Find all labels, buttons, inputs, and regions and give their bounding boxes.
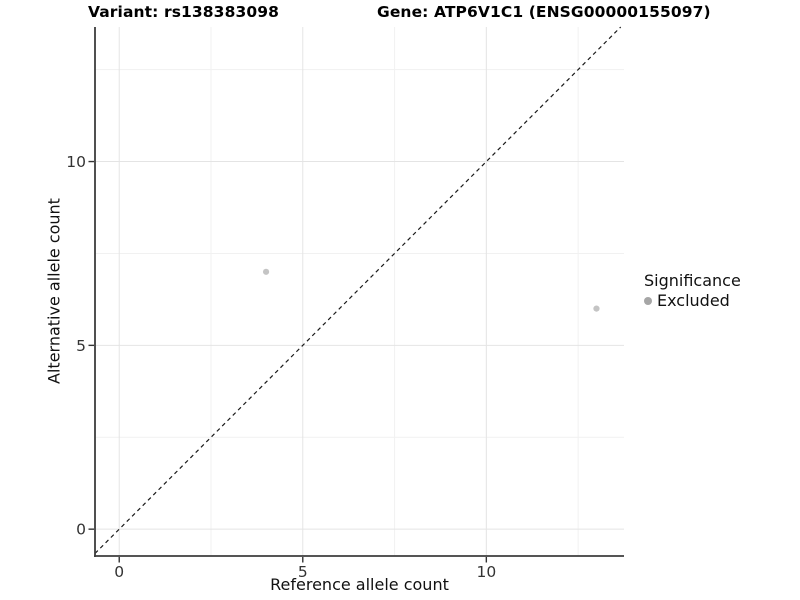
legend-item-excluded: Excluded	[644, 291, 741, 310]
x-tick-label: 10	[476, 563, 496, 581]
legend-item-label: Excluded	[657, 291, 730, 310]
y-tick-label: 0	[76, 521, 86, 539]
legend-key-dot	[644, 296, 652, 305]
legend: Significance Excluded	[644, 271, 741, 310]
data-point	[262, 268, 270, 275]
y-tick-label: 5	[76, 337, 86, 355]
legend-title: Significance	[644, 271, 741, 290]
x-tick-label: 5	[298, 563, 308, 581]
x-tick-label: 0	[114, 563, 124, 581]
plot-title-variant: Variant: rs138383098	[88, 3, 279, 21]
y-tick-label: 10	[66, 153, 86, 171]
x-axis-title: Reference allele count	[270, 575, 449, 594]
data-point	[593, 305, 600, 312]
identity-dashed-line	[94, 26, 622, 554]
plot-title-gene: Gene: ATP6V1C1 (ENSG00000155097)	[377, 3, 711, 21]
y-axis-title: Alternative allele count	[44, 198, 64, 384]
